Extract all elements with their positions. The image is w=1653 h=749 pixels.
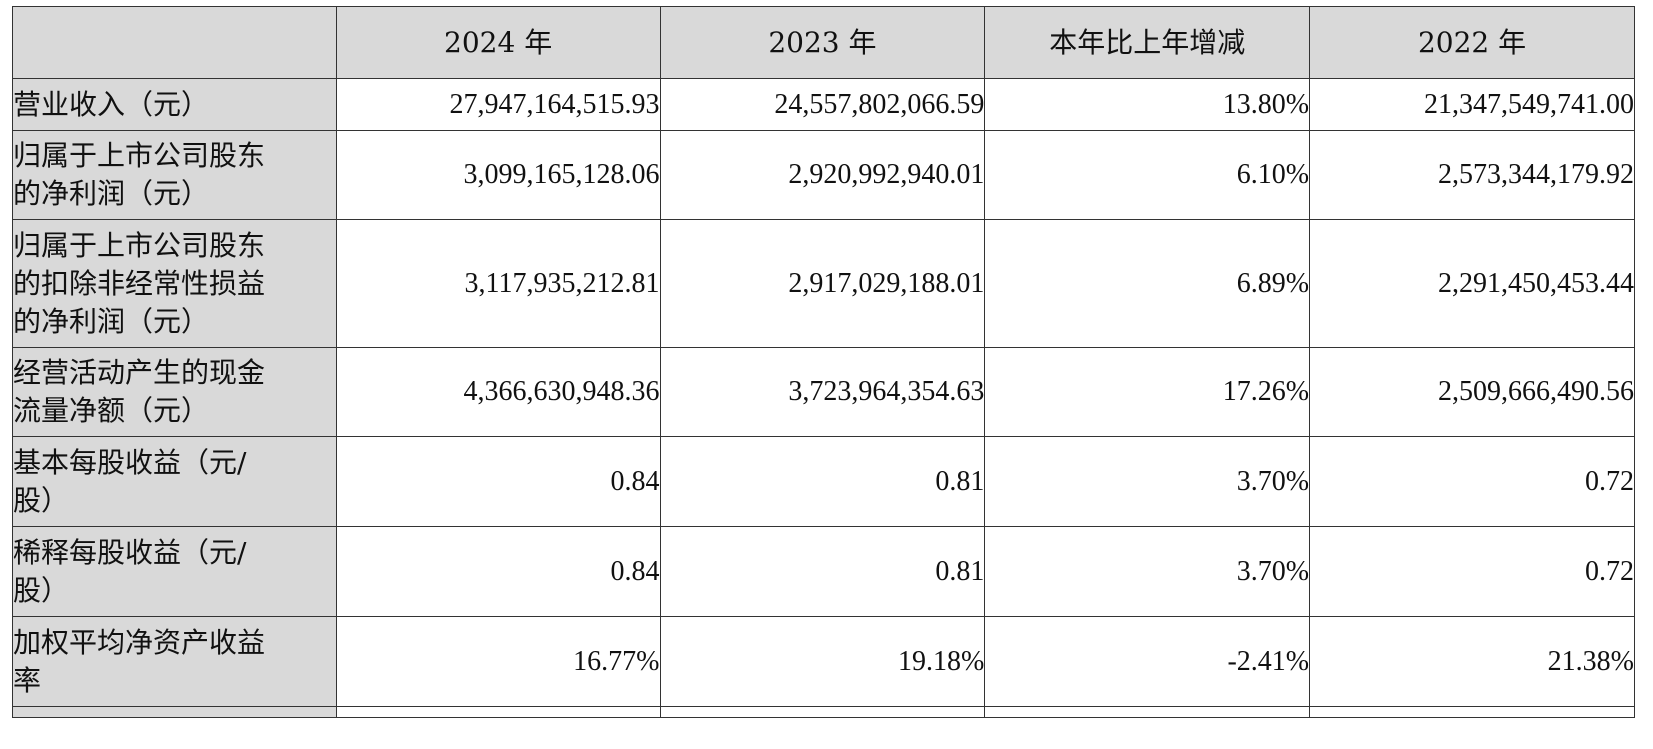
- row-label-line: 的净利润（元）: [13, 304, 210, 338]
- cell-2024: 16.77%: [335, 616, 661, 707]
- cell-2024: 4,366,630,948.36: [335, 347, 661, 437]
- row-label: 稀释每股收益（元/ 股）: [12, 526, 337, 617]
- table-row-cutoff: [12, 706, 1635, 718]
- cell-2023: 3,723,964,354.63: [659, 347, 986, 437]
- row-label-line: 归属于上市公司股东: [13, 139, 266, 172]
- table-row-diluted-eps: 稀释每股收益（元/ 股） 0.84 0.81 3.70% 0.72: [12, 526, 1635, 617]
- cell-2023: 0.81: [659, 436, 986, 527]
- cell-2022: 2,291,450,453.44: [1309, 219, 1635, 348]
- cell-change: 6.89%: [984, 219, 1311, 348]
- header-cell-empty: [12, 6, 337, 79]
- cutoff-cell: [12, 706, 337, 718]
- table-row-operating-cash-flow: 经营活动产生的现金 流量净额（元） 4,366,630,948.36 3,723…: [12, 347, 1635, 437]
- header-cell-2022: 2022 年: [1309, 6, 1635, 79]
- cell-2023: 0.81: [659, 526, 986, 617]
- header-cell-2023: 2023 年: [659, 6, 986, 79]
- cell-change: 17.26%: [984, 347, 1311, 437]
- row-label: 归属于上市公司股东 的净利润（元）: [12, 130, 337, 220]
- cutoff-cell: [335, 706, 661, 718]
- row-label-line: 的扣除非经常性损益: [13, 266, 266, 300]
- header-cell-change: 本年比上年增减: [984, 6, 1311, 79]
- cell-2023: 2,920,992,940.01: [659, 130, 986, 220]
- row-label-line: 经营活动产生的现金: [13, 356, 266, 389]
- table-row-weighted-roe: 加权平均净资产收益 率 16.77% 19.18% -2.41% 21.38%: [12, 616, 1635, 707]
- table-row-basic-eps: 基本每股收益（元/ 股） 0.84 0.81 3.70% 0.72: [12, 436, 1635, 527]
- cell-2022: 0.72: [1309, 526, 1635, 617]
- cell-2023: 2,917,029,188.01: [659, 219, 986, 348]
- cell-change: 13.80%: [984, 78, 1311, 131]
- table-row-net-profit-excl-nonrecurring: 归属于上市公司股东 的扣除非经常性损益 的净利润（元） 3,117,935,21…: [12, 219, 1635, 348]
- row-label-line: 加权平均净资产收益: [13, 625, 266, 659]
- row-label-line: 基本每股收益（元/: [13, 445, 247, 479]
- header-row: 2024 年 2023 年 本年比上年增减 2022 年: [12, 6, 1635, 79]
- row-label: 经营活动产生的现金 流量净额（元）: [12, 347, 337, 437]
- row-label: 加权平均净资产收益 率: [12, 616, 337, 707]
- cutoff-cell: [1309, 706, 1635, 718]
- cell-2024: 3,117,935,212.81: [335, 219, 661, 348]
- row-label-line: 股）: [13, 483, 70, 517]
- cutoff-cell: [659, 706, 986, 718]
- cell-change: 3.70%: [984, 436, 1311, 527]
- row-label-line: 股）: [13, 573, 70, 607]
- cell-2024: 0.84: [335, 526, 661, 617]
- cell-change: -2.41%: [984, 616, 1311, 707]
- row-label-line: 率: [13, 663, 42, 697]
- cell-2022: 2,573,344,179.92: [1309, 130, 1635, 220]
- cell-2022: 21,347,549,741.00: [1309, 78, 1635, 131]
- cell-2024: 0.84: [335, 436, 661, 527]
- cell-2023: 24,557,802,066.59: [659, 78, 986, 131]
- row-label: 营业收入（元）: [12, 78, 337, 131]
- row-label-line: 归属于上市公司股东: [13, 228, 266, 262]
- cutoff-cell: [984, 706, 1311, 718]
- cell-2024: 27,947,164,515.93: [335, 78, 661, 131]
- row-label: 基本每股收益（元/ 股）: [12, 436, 337, 527]
- row-label-line: 营业收入（元）: [13, 87, 210, 121]
- cell-change: 3.70%: [984, 526, 1311, 617]
- cell-2022: 0.72: [1309, 436, 1635, 527]
- table-row-revenue: 营业收入（元） 27,947,164,515.93 24,557,802,066…: [12, 78, 1635, 131]
- cell-change: 6.10%: [984, 130, 1311, 220]
- row-label-line: 流量净额（元）: [13, 394, 210, 427]
- row-label-line: 稀释每股收益（元/: [13, 535, 247, 569]
- financial-summary-table: 2024 年 2023 年 本年比上年增减 2022 年 营业收入（元） 27,…: [12, 6, 1635, 718]
- row-label: 归属于上市公司股东 的扣除非经常性损益 的净利润（元）: [12, 219, 337, 348]
- cell-2022: 21.38%: [1309, 616, 1635, 707]
- header-cell-2024: 2024 年: [335, 6, 661, 79]
- table-row-net-profit: 归属于上市公司股东 的净利润（元） 3,099,165,128.06 2,920…: [12, 130, 1635, 220]
- cell-2022: 2,509,666,490.56: [1309, 347, 1635, 437]
- row-label-line: 的净利润（元）: [13, 177, 210, 210]
- cell-2023: 19.18%: [659, 616, 986, 707]
- cell-2024: 3,099,165,128.06: [335, 130, 661, 220]
